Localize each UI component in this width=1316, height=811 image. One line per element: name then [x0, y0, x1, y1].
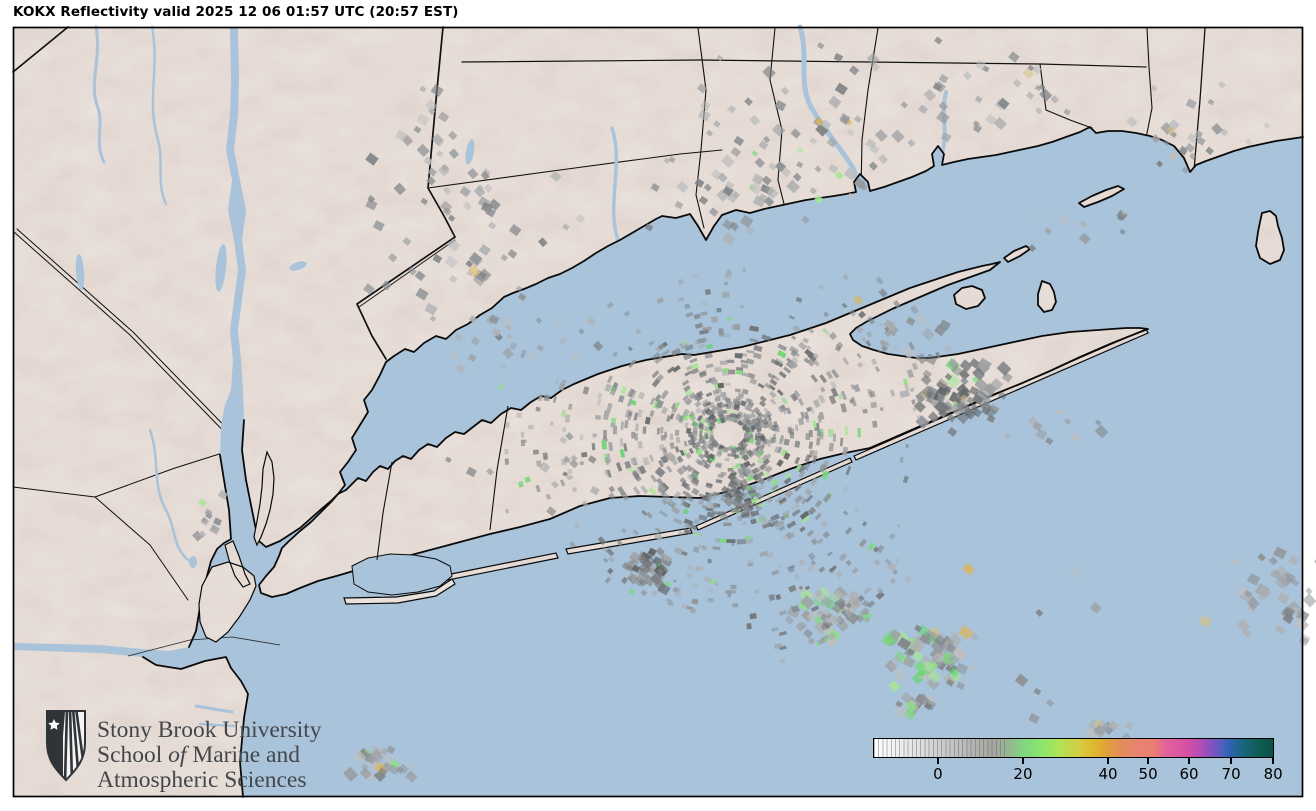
reflectivity-colorbar: 0 20 40 50 60 70 80: [873, 738, 1283, 798]
colorbar-tick-label: 0: [933, 765, 943, 783]
colorbar-step-lines: [874, 739, 1006, 757]
colorbar-tick-label: 80: [1263, 765, 1283, 783]
colorbar-tick: [1188, 758, 1190, 764]
li-county-lines: [376, 405, 509, 561]
colorbar-tick: [1107, 758, 1109, 764]
radar-echo-layer: [192, 36, 1316, 783]
page-title: KOKX Reflectivity valid 2025 12 06 01:57…: [13, 4, 459, 20]
colorbar-tick-label: 20: [1013, 765, 1033, 783]
colorbar-tick: [1022, 758, 1024, 764]
stony-brook-logo: Stony Brook University School of Marine …: [44, 708, 322, 793]
logo-line-1: Stony Brook University: [97, 717, 322, 743]
colorbar-tick-label: 70: [1221, 765, 1241, 783]
colorbar-tick: [937, 758, 939, 764]
colorbar-tick-label: 60: [1179, 765, 1199, 783]
jamaica-bay: [351, 553, 453, 596]
colorbar-gradient: [873, 738, 1274, 758]
stony-brook-shield-icon: [46, 710, 86, 782]
lakes: [75, 139, 475, 568]
colorbar-tick: [1147, 758, 1149, 764]
logo-text: Stony Brook University School of Marine …: [97, 718, 322, 793]
colorbar-tick-label: 40: [1098, 765, 1118, 783]
logo-line-3: Atmospheric Sciences: [97, 767, 307, 793]
colorbar-tick: [1230, 758, 1232, 764]
map-frame: [12, 26, 1304, 798]
logo-line-2: School of Marine and: [97, 742, 300, 768]
colorbar-tick: [1272, 758, 1274, 764]
colorbar-tick-label: 50: [1138, 765, 1158, 783]
star-icon: [48, 719, 60, 730]
